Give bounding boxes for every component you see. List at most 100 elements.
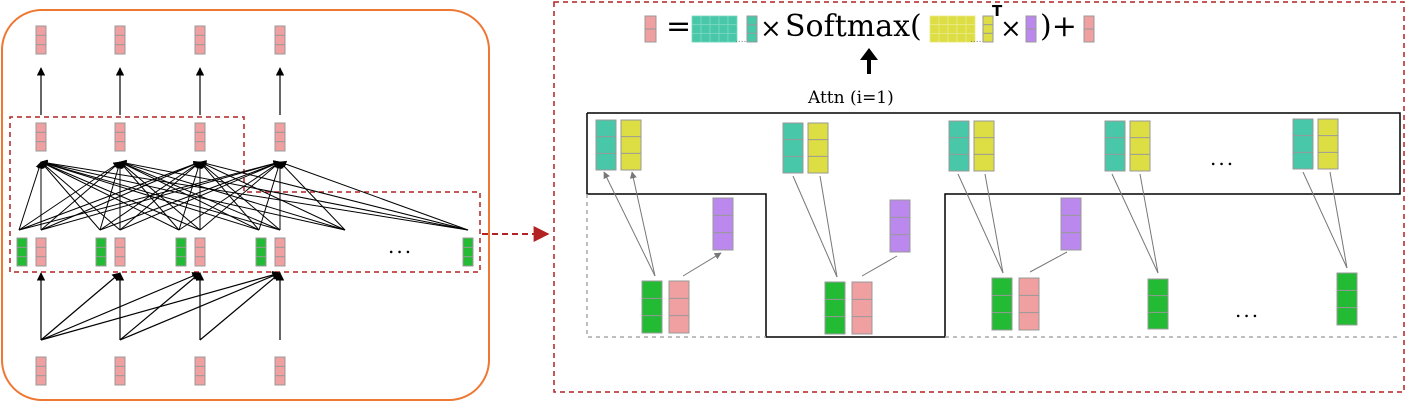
- attn-label: Attn (i=1): [808, 88, 894, 108]
- query-block: [712, 197, 734, 251]
- state-pink: [668, 280, 690, 334]
- eq-value-matrix-cell: [727, 15, 738, 26]
- eq-key-matrix-cell: [938, 33, 949, 43]
- eq-value-matrix-cell: [718, 15, 729, 26]
- attention-edge: [40, 161, 121, 231]
- eq-key-matrix-cell: [929, 24, 940, 34]
- eq-value-matrix-cell: [700, 15, 711, 26]
- query-block: [889, 199, 911, 253]
- left-ellipsis: ...: [388, 234, 414, 258]
- input-token: [114, 356, 126, 386]
- eq-value-matrix-cell: [700, 33, 711, 43]
- equation-close-plus: )+: [1040, 9, 1077, 44]
- eq-key-matrix-last: [982, 15, 994, 43]
- equation-times-2: ×: [1000, 14, 1022, 44]
- eq-value-matrix-cell: [727, 24, 738, 34]
- eq-value-matrix-cell: [700, 24, 711, 34]
- query-block: [1060, 197, 1082, 251]
- line: [1139, 173, 1159, 274]
- eq-key-matrix-cell: [956, 24, 967, 34]
- left-attention-region: [9, 116, 481, 273]
- attention-edge: [18, 161, 43, 231]
- state-green: [991, 277, 1013, 331]
- attention-edge: [40, 161, 101, 231]
- attention-edge: [99, 160, 281, 231]
- eq-value-matrix-cell: [709, 33, 720, 43]
- eq-key-matrix-cell: [965, 33, 976, 43]
- eq-value-matrix-cell: [718, 24, 729, 34]
- eq-key-matrix-cell: [947, 15, 958, 26]
- attention-edge: [258, 161, 282, 231]
- line: [861, 255, 898, 277]
- input-token: [35, 356, 47, 386]
- memory-token-green: [255, 237, 267, 267]
- attn-up-arrow-head: [860, 48, 878, 60]
- left-panel-frame: [1, 9, 490, 401]
- hidden-token: [194, 122, 206, 152]
- eq-value-matrix-cell: [691, 33, 702, 43]
- equation-transpose: T: [992, 2, 1003, 20]
- line: [1029, 251, 1068, 273]
- hidden-token: [274, 122, 286, 152]
- attention-edge: [178, 161, 281, 231]
- input-token: [274, 356, 286, 386]
- key-block: [1292, 118, 1314, 170]
- eq-key-matrix-cell: [965, 24, 976, 34]
- equation-times-1: ×: [760, 14, 782, 44]
- projection-arrow: [629, 171, 656, 277]
- input-cross-arrow: [40, 272, 121, 341]
- eq-key-matrix-cell: [956, 15, 967, 26]
- attention-edge: [18, 161, 121, 231]
- value-block: [1317, 118, 1339, 170]
- attention-edge: [199, 161, 281, 231]
- top-row-ellipsis: ...: [1210, 146, 1236, 170]
- eq-key-matrix-cell: [947, 24, 958, 34]
- output-token: [274, 25, 286, 55]
- line: [819, 175, 838, 278]
- line: [984, 173, 1004, 274]
- equation-equals: =: [666, 9, 692, 44]
- attention-edge: [279, 160, 469, 231]
- memory-token-green: [95, 237, 107, 267]
- eq-key-matrix-cell: [929, 33, 940, 43]
- memory-token-pink: [194, 237, 206, 267]
- value-block: [620, 119, 642, 171]
- line: [1329, 171, 1348, 269]
- value-block: [1129, 120, 1151, 172]
- eq-value-matrix-cell: [727, 33, 738, 43]
- projection-arrow: [603, 171, 656, 277]
- output-token: [194, 25, 206, 55]
- attention-edge: [40, 159, 346, 231]
- value-block: [807, 122, 829, 174]
- eq-key-matrix-cell: [938, 15, 949, 26]
- key-block: [595, 119, 617, 171]
- key-block: [948, 120, 970, 172]
- memory-token-green: [175, 237, 187, 267]
- input-cross-arrow: [119, 272, 201, 341]
- state-green: [1336, 272, 1358, 326]
- hidden-token: [114, 122, 126, 152]
- attention-edge: [199, 160, 469, 231]
- projection-arrow: [682, 252, 722, 277]
- attention-edge: [40, 161, 201, 231]
- eq-value-matrix-last: [746, 15, 758, 43]
- state-green: [824, 281, 846, 335]
- eq-value-matrix-cell: [691, 24, 702, 34]
- value-block: [973, 120, 995, 172]
- eq-key-matrix-cell: [965, 15, 976, 26]
- eq-key-matrix-cell: [938, 24, 949, 34]
- state-pink: [1018, 277, 1040, 331]
- eq-value-matrix-cell: [709, 15, 720, 26]
- eq-key-matrix-cell: [947, 33, 958, 43]
- attention-edge: [119, 160, 346, 231]
- attention-edge: [40, 159, 469, 231]
- eq-value-matrix-dots: .....: [735, 35, 749, 45]
- eq-key-matrix-dots: .....: [970, 35, 984, 45]
- attention-edge: [18, 160, 201, 231]
- line: [792, 175, 838, 278]
- attention-edge: [119, 161, 281, 231]
- memory-token-pink: [114, 237, 126, 267]
- eq-value-matrix-cell: [691, 15, 702, 26]
- attention-edge: [119, 159, 469, 231]
